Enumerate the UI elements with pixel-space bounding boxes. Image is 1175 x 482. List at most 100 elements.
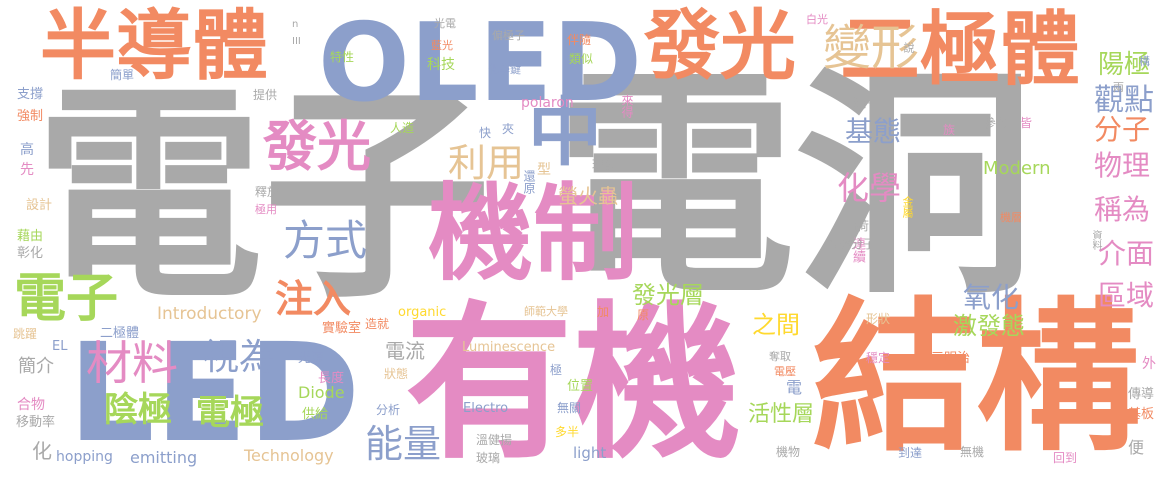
word-modern: Modern	[983, 158, 1051, 179]
word-bianxing: 變形	[823, 20, 920, 76]
word-changdu: 長度	[318, 371, 345, 386]
word-technology: Technology	[244, 446, 334, 465]
word-dianhe: 電荷	[845, 219, 870, 233]
word-yuan: 原	[637, 308, 650, 322]
word-laide: 來得	[620, 94, 634, 118]
word-xian: 先	[20, 162, 34, 178]
word-jiyong: 極用	[255, 203, 277, 216]
word-duoban: 多半	[555, 425, 580, 439]
word-guangdian: 光電	[434, 17, 456, 30]
word-luminescence: Luminescence	[462, 340, 556, 355]
word-jiandan: 簡單	[110, 68, 135, 82]
word-youji: 有機	[405, 286, 741, 482]
word-sheji: 設計	[26, 198, 53, 213]
word-huaxuejian: 化學鍵	[488, 63, 521, 76]
word-guandian: 觀點	[1094, 83, 1154, 118]
word-bansui: 伴隨	[567, 33, 592, 47]
word-zhanghua: 彰化	[17, 246, 44, 261]
word-erjiti-small: 二極體	[100, 326, 140, 341]
word-wuguan: 無關	[557, 401, 582, 415]
word-boli: 玻璃	[476, 451, 501, 465]
word-wuji: 無機	[960, 445, 985, 459]
word-jiceng: 機層	[1000, 211, 1022, 224]
word-shiyanshi: 實驗室	[322, 321, 362, 336]
word-gongji: 供給	[302, 407, 329, 422]
word-kuai: 快	[479, 126, 492, 140]
word-hewu: 合物	[17, 397, 45, 413]
word-dianji: 電極	[196, 393, 264, 433]
word-dianzi-small: 電子	[14, 269, 119, 329]
word-zhuangtai: 狀態	[384, 367, 409, 381]
word-huaxue: 化學	[837, 169, 902, 207]
word-chengwei: 稱為	[1094, 193, 1151, 226]
word-faguangceng: 發光層	[632, 281, 704, 309]
word-guangyuan: 光源	[298, 351, 325, 366]
word-el: EL	[52, 339, 68, 354]
word-wuli: 物理	[1094, 149, 1151, 182]
word-jia: 加	[597, 305, 610, 319]
word-gou: 構	[1139, 55, 1150, 68]
word-shifandaxue: 師範大學	[524, 305, 568, 318]
word-chuandao: 傳導	[1128, 387, 1155, 402]
word-wai: 外	[1142, 356, 1156, 372]
word-wending: 穩定	[866, 351, 891, 365]
word-languang: 藍光	[431, 39, 453, 52]
word-jizhi: 機制	[428, 173, 639, 295]
word-ziliao: 資料	[1090, 230, 1101, 250]
word-oled: OLED	[318, 1, 643, 126]
word-zhuru: 注入	[275, 277, 352, 321]
word-liyong: 利用	[448, 141, 525, 185]
word-shifang: 釋放	[255, 185, 280, 199]
word-youjifenzi: 有機分子	[827, 237, 876, 251]
word-quyu: 區域	[1098, 279, 1155, 312]
word-xianxiang: 現象	[592, 158, 617, 172]
word-fenzi: 分子	[1094, 113, 1151, 146]
word-dianliu: 電流	[385, 339, 425, 363]
word-zhijian: 之間	[752, 311, 800, 339]
word-texing: 特性	[330, 50, 355, 64]
word-keji: 科技	[427, 57, 455, 73]
word-yinghuochong: 螢火蟲	[558, 184, 618, 208]
word-jiegou: 結構	[812, 283, 1141, 474]
word-bian: 便	[1128, 438, 1145, 457]
word-jifatai: 激發態	[953, 312, 1025, 340]
word-ji: 極	[550, 363, 563, 377]
word-daoda: 到達	[898, 446, 923, 460]
word-v: V	[759, 75, 767, 88]
word-cailiao: 材料	[86, 336, 178, 390]
word-fangshi: 方式	[283, 216, 368, 265]
word-iii: III	[292, 36, 301, 47]
word-huanyuan: 還原	[522, 170, 536, 194]
word-jinshu: 金屬	[901, 196, 914, 218]
word-huidao: 回到	[1053, 451, 1078, 465]
word-leisi: 類似	[569, 52, 594, 66]
word-hopping: hopping	[56, 449, 113, 465]
word-yangji: 陽極	[1098, 50, 1151, 80]
word-hua: 化	[32, 439, 52, 463]
word-zu: 族	[943, 123, 956, 137]
word-sanmingzhi: 三明治	[931, 351, 971, 366]
word-tigong: 提供	[253, 88, 278, 102]
word-dianzi-large: 電子	[35, 63, 491, 329]
word-zhicheng: 支撐	[17, 87, 44, 102]
word-electro: Electro	[463, 401, 509, 416]
word-shiwei: 視為	[203, 337, 276, 378]
word-n: n	[292, 19, 299, 30]
word-weizhi: 位置	[567, 379, 594, 394]
word-jitai: 基態	[845, 115, 902, 148]
word-liang: 兩	[1113, 81, 1124, 94]
word-jiwu: 機物	[776, 445, 801, 459]
word-organic: organic	[398, 305, 447, 320]
word-cankao: 參考	[984, 116, 1009, 130]
word-gao: 高	[20, 142, 34, 158]
word-shuo: 說	[902, 42, 915, 53]
word-duoqu: 奪取	[769, 350, 791, 363]
word-light: light	[573, 444, 607, 462]
word-erjiti: 二極體	[840, 3, 1080, 96]
word-zaojiu: 造就	[365, 317, 390, 331]
word-pianjizi: 偏極子	[492, 29, 525, 42]
word-jie: 皆	[1020, 116, 1033, 130]
word-introductory: Introductory	[157, 304, 262, 324]
word-jiban: 基板	[1128, 407, 1155, 422]
